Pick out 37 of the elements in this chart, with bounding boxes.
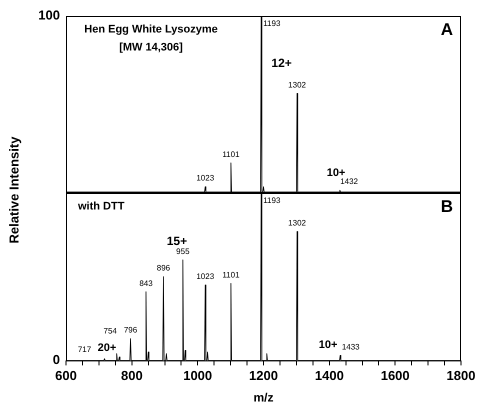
annotation: 15+ [166,234,188,248]
x-tick-label: 1400 [314,368,344,383]
annotation: 955 [176,246,190,256]
x-tick-label: 1800 [446,368,476,383]
annotation: 1432 [340,177,359,186]
x-axis-title: m/z [253,390,274,404]
annotation: 12+ [271,56,292,70]
annotation: 1433 [342,342,360,352]
text: 100 [38,8,60,23]
annotation: 1023 [196,272,215,282]
annotation: 1023 [196,174,215,183]
x-tick-label: 800 [120,368,143,383]
x-tick-label: 1000 [183,368,212,383]
x-tick-label: 1600 [380,368,410,383]
annotation: 1193 [263,196,281,205]
annotation: 1302 [288,80,307,90]
annotation: 1302 [288,218,307,228]
text: Hen Egg White Lysozyme [84,24,218,36]
text: 0 [52,352,60,367]
text: [MW 14,306] [119,42,184,54]
y-axis-title: Relative Intensity [6,136,22,244]
text: with DTT [77,200,125,213]
annotation: 20+ [98,342,116,354]
annotation: 1101 [222,150,240,159]
annotation: A [440,20,453,40]
x-tick-label: 600 [55,368,77,383]
annotation: B [440,197,453,216]
annotation: 754 [104,326,118,336]
annotation: 1101 [222,270,240,280]
annotation: 10+ [318,338,338,351]
x-tick-label: 1200 [249,368,278,383]
annotation: 717 [78,345,92,354]
annotation: 896 [156,264,171,273]
annotation: 1193 [263,19,281,28]
annotation: 796 [124,326,138,335]
annotation: 10+ [326,167,346,180]
annotation: 843 [139,278,154,288]
